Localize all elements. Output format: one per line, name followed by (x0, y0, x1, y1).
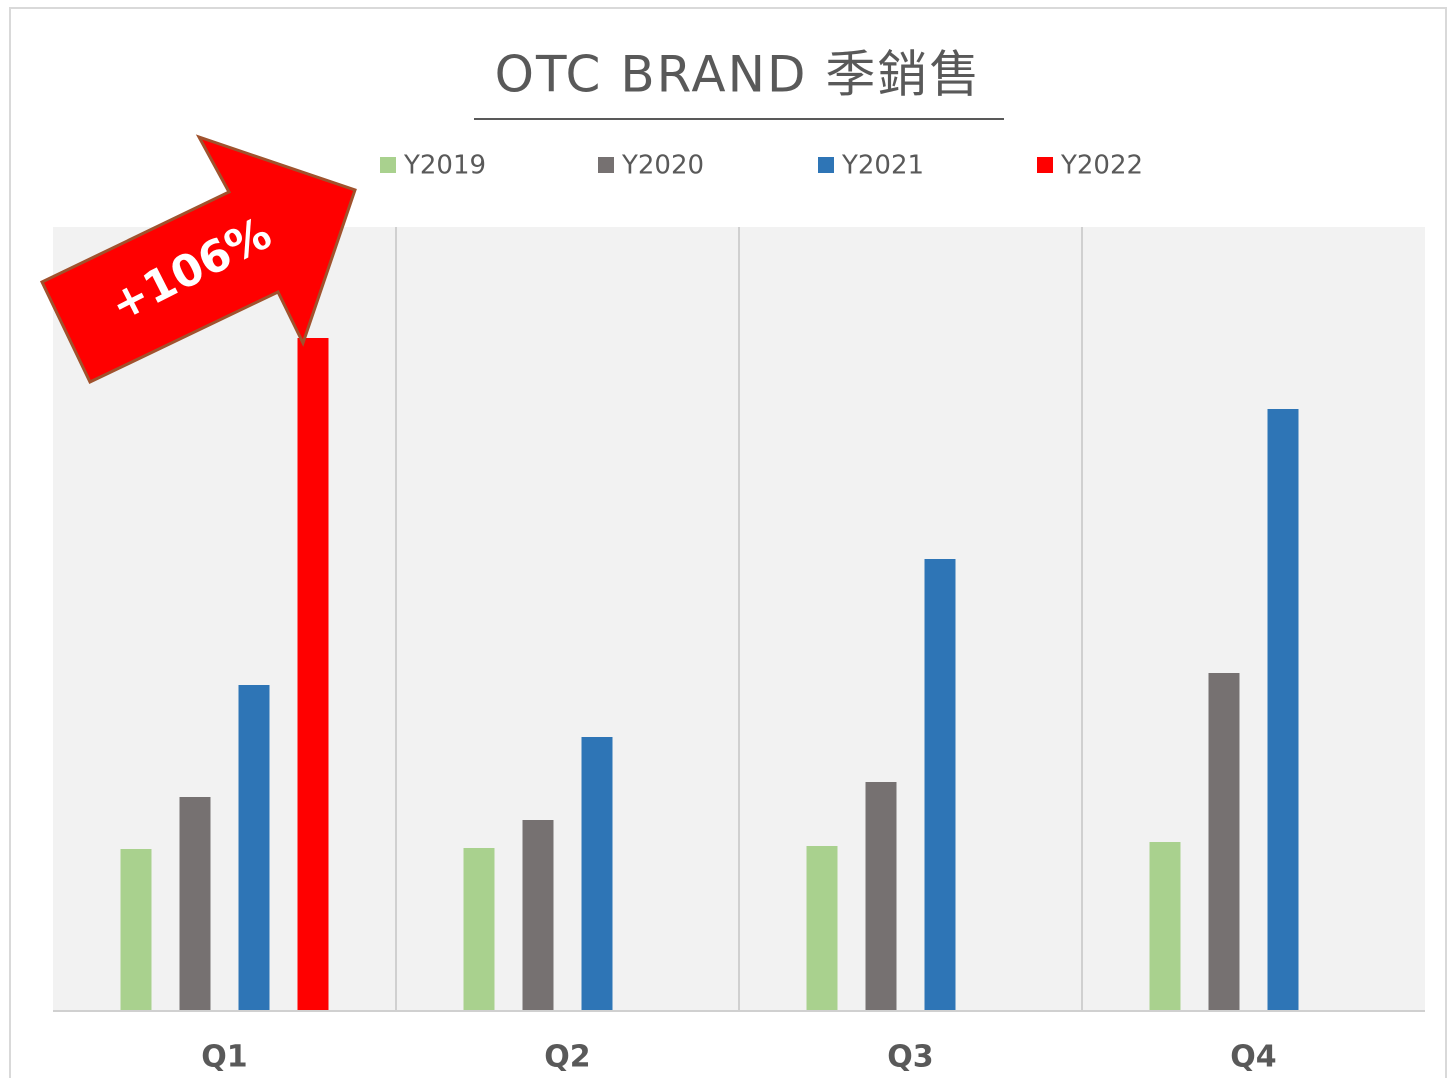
bars (120, 338, 1299, 1010)
legend-label: Y2022 (1060, 151, 1143, 181)
x-tick-label: Q3 (887, 1040, 933, 1075)
legend-label: Y2019 (403, 151, 486, 181)
bar (1208, 673, 1240, 1010)
arrow-shape (39, 134, 357, 384)
bar (297, 338, 329, 1010)
bar (179, 797, 211, 1010)
bar (806, 846, 838, 1010)
legend-swatch (380, 157, 396, 173)
bar (865, 782, 897, 1010)
bar (238, 685, 270, 1010)
bar (522, 820, 554, 1010)
chart-title: OTC BRAND 季銷售 (495, 46, 982, 104)
bar (1267, 409, 1299, 1010)
x-tick-label: Q4 (1230, 1040, 1276, 1075)
x-tick-label: Q1 (201, 1040, 247, 1075)
legend-label: Y2021 (841, 151, 924, 181)
legend-swatch (598, 157, 614, 173)
x-tick-label: Q2 (544, 1040, 590, 1075)
bar (581, 737, 613, 1010)
legend-swatch (1037, 157, 1053, 173)
bar (120, 849, 152, 1010)
bar (924, 559, 956, 1010)
bar (1149, 842, 1181, 1010)
bar (463, 848, 495, 1010)
legend-swatch (818, 157, 834, 173)
legend-label: Y2020 (621, 151, 704, 181)
annotation-arrow: +106% (39, 134, 357, 384)
